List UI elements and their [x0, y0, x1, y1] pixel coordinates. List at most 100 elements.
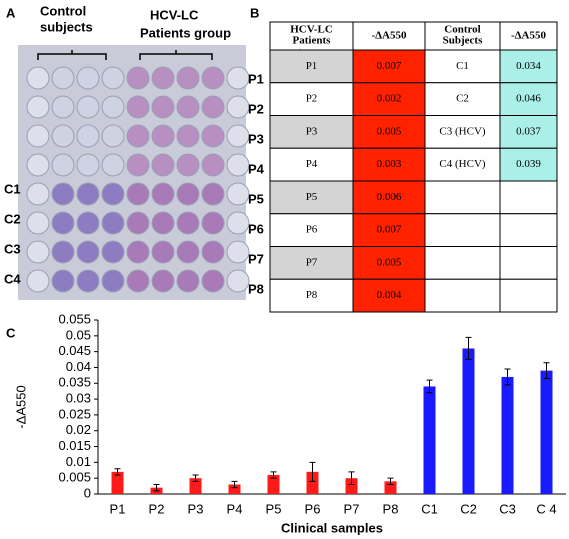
well	[51, 95, 75, 119]
header-text: Subjects	[443, 35, 483, 47]
error-bar	[153, 484, 160, 492]
cell-text: P6	[306, 224, 318, 236]
bracket	[37, 50, 213, 60]
cell-text: P8	[306, 289, 318, 301]
well	[76, 153, 100, 177]
cell-text: 0.004	[377, 289, 402, 301]
y-tick-label: 0.03	[66, 391, 91, 406]
y-tick-label: 0.045	[58, 343, 91, 358]
cell-text: C2	[456, 93, 469, 105]
well	[201, 211, 225, 235]
row-label: P7	[248, 251, 264, 266]
cell	[499, 49, 558, 84]
well	[176, 182, 200, 206]
well	[226, 269, 250, 293]
cell-text: P2	[306, 93, 318, 105]
header-text: HCV-LC	[290, 24, 333, 36]
well	[51, 269, 75, 293]
well	[126, 124, 150, 148]
cell-text: P7	[306, 256, 318, 268]
x-tick-label: C2	[460, 501, 477, 516]
well	[101, 153, 125, 177]
wells	[26, 66, 250, 293]
cell-text: 0.034	[516, 60, 541, 72]
y-tick-label: 0.04	[66, 359, 91, 374]
well	[201, 182, 225, 206]
cell	[352, 213, 426, 247]
well	[201, 269, 225, 293]
cell-text: 0.039	[516, 158, 541, 170]
well	[51, 240, 75, 264]
y-axis-label: -ΔA550	[13, 385, 28, 428]
bar	[189, 478, 202, 494]
x-tick-label: C1	[421, 501, 438, 516]
well	[201, 240, 225, 264]
well	[176, 66, 200, 90]
row-label: P1	[248, 71, 264, 86]
header-cell	[499, 21, 558, 51]
cell-text: 0.006	[377, 191, 402, 203]
well	[226, 95, 250, 119]
well	[176, 269, 200, 293]
cell-text: P4	[306, 158, 318, 170]
x-tick-label: P3	[188, 501, 204, 516]
panel-label: C	[6, 325, 16, 340]
bar	[540, 370, 553, 494]
cell-text: 0.002	[377, 93, 402, 105]
well	[26, 95, 50, 119]
x-tick-label: C3	[499, 501, 516, 516]
cell	[269, 147, 354, 182]
well	[226, 240, 250, 264]
well	[226, 124, 250, 148]
well	[101, 269, 125, 293]
y-tick-label: 0.015	[58, 438, 91, 453]
header-text: -ΔA550	[371, 30, 407, 42]
x-tick-label: P4	[227, 501, 243, 516]
well	[26, 124, 50, 148]
y-tick-label: 0.055	[58, 311, 91, 326]
group-label: subjects	[40, 19, 93, 34]
y-tick-label: 0	[84, 485, 91, 500]
header-text: -ΔA550	[511, 30, 547, 42]
row-label: C3	[4, 241, 21, 256]
error-bar	[387, 477, 394, 486]
header-cell	[424, 21, 501, 51]
error-bar	[504, 368, 511, 386]
cell-text: C3 (HCV)	[439, 125, 485, 137]
well	[226, 66, 250, 90]
well	[151, 66, 175, 90]
bar	[306, 471, 319, 494]
well	[126, 240, 150, 264]
well	[101, 95, 125, 119]
error-bar	[543, 362, 550, 380]
well	[26, 211, 50, 235]
y-tick-label: 0.02	[66, 422, 91, 437]
cell-text: 0.007	[377, 60, 402, 72]
x-tick-label: P1	[110, 501, 126, 516]
cell	[269, 213, 354, 247]
y-tick-label: 0.005	[58, 470, 91, 485]
cell	[269, 180, 354, 215]
row-label: P8	[248, 281, 264, 296]
well	[151, 153, 175, 177]
cell-text: C1	[456, 60, 469, 72]
well	[101, 182, 125, 206]
cell-text: 0.007	[377, 224, 402, 236]
cell	[424, 180, 501, 215]
cell-text: 0.046	[516, 93, 541, 105]
error-bar	[270, 471, 277, 479]
bar	[501, 376, 514, 494]
cell	[499, 246, 558, 280]
error-bar	[192, 474, 199, 482]
well	[151, 95, 175, 119]
well	[176, 211, 200, 235]
well	[176, 240, 200, 264]
group-label: Control	[40, 3, 86, 18]
error-bar	[114, 468, 121, 476]
header-cell	[352, 21, 426, 51]
cell	[352, 278, 426, 313]
cell	[424, 49, 501, 84]
row-label: P3	[248, 131, 264, 146]
well	[51, 66, 75, 90]
